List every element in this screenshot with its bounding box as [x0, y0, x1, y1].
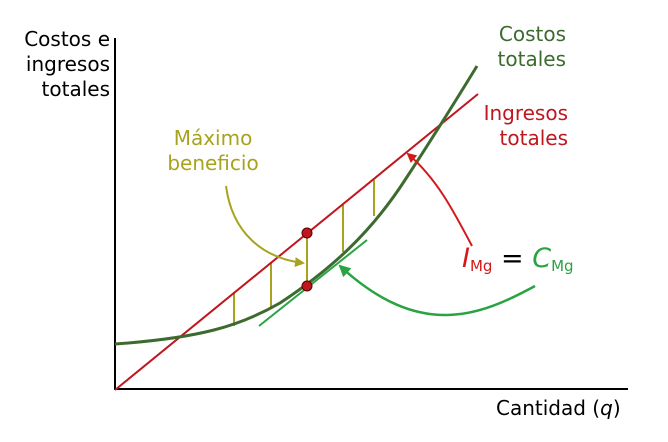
x-axis-label: Cantidad (q) — [496, 396, 621, 421]
marginal-cost-subscript: Mg — [551, 257, 574, 275]
marginal-equality-label: IMg = CMg — [462, 243, 574, 282]
total-revenue-label-line: Ingresos — [483, 101, 568, 125]
revenue-point — [301, 227, 313, 239]
y-axis-label: Costos e ingresos totales — [8, 27, 110, 102]
y-axis-label-line: Costos e — [24, 27, 110, 51]
total-costs-label: Costos totales — [470, 22, 566, 72]
marginal-cost-tangent — [258, 239, 368, 327]
max-profit-label-line: beneficio — [167, 151, 259, 175]
marginal-revenue-arrow — [406, 152, 473, 247]
x-axis-label-variable: q — [600, 396, 613, 420]
total-cost-curve — [114, 65, 479, 346]
total-costs-label-line: Costos — [498, 22, 566, 46]
total-revenue-label-line: totales — [499, 126, 568, 150]
max-profit-label-line: Máximo — [173, 126, 253, 150]
x-axis-label-close: ) — [612, 396, 621, 420]
cost-point — [301, 280, 313, 292]
max-profit-arrow — [225, 185, 305, 267]
total-costs-label-line: totales — [497, 47, 566, 71]
marginal-revenue-letter: I — [462, 243, 470, 274]
marginal-revenue-subscript: Mg — [469, 257, 493, 275]
total-revenue-line — [114, 93, 479, 391]
marginal-cost-arrow — [338, 264, 536, 317]
max-profit-label: Máximo beneficio — [158, 126, 268, 176]
equals-sign: = — [492, 243, 533, 274]
marginal-cost-symbol: CMg — [532, 243, 574, 275]
x-axis-label-text: Cantidad ( — [496, 396, 601, 420]
total-revenue-label: Ingresos totales — [450, 101, 568, 151]
marginal-revenue-symbol: IMg — [462, 243, 493, 275]
marginal-cost-letter: C — [532, 243, 552, 274]
y-axis-label-line: totales — [41, 77, 110, 101]
y-axis-label-line: ingresos — [25, 52, 110, 76]
